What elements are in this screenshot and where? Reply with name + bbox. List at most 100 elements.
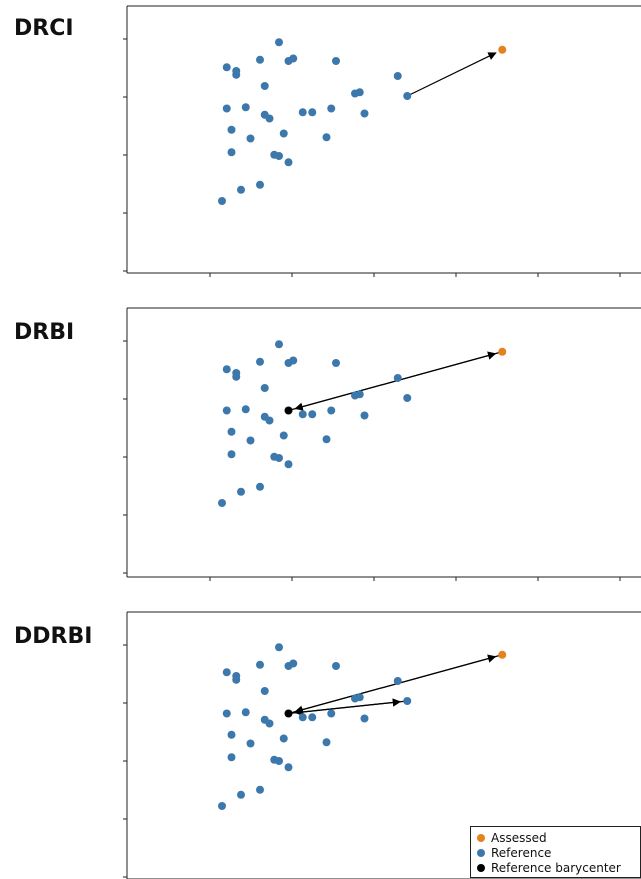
distance-arrow [294, 700, 408, 717]
legend-marker-reference [477, 849, 485, 857]
panel-title-drbi: DRBI [14, 320, 75, 345]
reference-point [275, 643, 283, 652]
reference-point [227, 125, 236, 134]
reference-point [241, 405, 250, 414]
reference-point [227, 148, 236, 157]
reference-point [403, 92, 412, 100]
reference-point [275, 340, 283, 349]
reference-point [237, 487, 245, 496]
reference-point [222, 104, 231, 113]
reference-point [265, 719, 274, 728]
legend-entry-barycenter: Reference barycenter [477, 861, 621, 875]
reference-point [279, 734, 288, 743]
reference-point [289, 659, 298, 668]
reference-point [289, 356, 298, 365]
reference-point [284, 158, 293, 167]
legend-label-reference: Reference [491, 846, 552, 860]
reference-point [298, 410, 307, 419]
reference-point [260, 384, 269, 392]
reference-point [270, 150, 279, 159]
reference-point [241, 103, 250, 112]
reference-point [289, 54, 298, 63]
reference-point [260, 687, 269, 695]
scatter-plot-ddrbi [123, 611, 641, 879]
reference-point [222, 709, 231, 718]
reference-point [322, 435, 331, 444]
reference-point [308, 410, 317, 419]
reference-point [256, 660, 264, 669]
reference-point [298, 713, 307, 722]
reference-point [351, 89, 359, 98]
reference-point [246, 134, 255, 143]
reference-point [284, 763, 293, 772]
legend-marker-barycenter [477, 864, 485, 872]
reference-point [308, 713, 317, 722]
reference-point [279, 129, 288, 138]
panel-title-ddrbi: DDRBI [14, 624, 93, 649]
reference-point [351, 694, 359, 703]
reference-point [232, 672, 241, 680]
distance-arrow [406, 52, 497, 97]
reference-point [351, 391, 359, 400]
reference-point [246, 739, 255, 748]
reference-point [360, 411, 369, 420]
reference-point [218, 197, 226, 205]
reference-point [222, 365, 231, 374]
legend-marker-assessed [477, 834, 485, 842]
reference-point [256, 357, 264, 366]
reference-point [246, 436, 255, 445]
panel-title-drci: DRCI [14, 16, 74, 41]
reference-point [256, 482, 264, 491]
reference-point [222, 406, 231, 415]
reference-point [403, 697, 412, 705]
reference-point [227, 450, 236, 459]
chart-legend: Assessed Reference Reference barycenter [470, 826, 641, 878]
reference-point [327, 709, 336, 718]
reference-point [265, 114, 274, 123]
reference-point [393, 374, 402, 382]
reference-point [237, 185, 245, 194]
scatter-plot-drbi [123, 307, 641, 581]
reference-point [279, 431, 288, 440]
reference-point [265, 416, 274, 425]
reference-point [260, 82, 269, 90]
reference-point [222, 668, 231, 677]
reference-point [308, 108, 317, 117]
reference-point [322, 738, 331, 747]
reference-point [327, 406, 336, 415]
legend-entry-reference: Reference [477, 846, 551, 860]
reference-point [270, 755, 279, 764]
reference-point [298, 108, 307, 117]
reference-point [256, 55, 264, 64]
legend-entry-assessed: Assessed [477, 831, 547, 845]
reference-point [284, 460, 293, 469]
reference-point [393, 72, 402, 80]
scatter-plot-drci [123, 5, 641, 277]
reference-point [322, 133, 331, 142]
reference-point [232, 369, 241, 377]
reference-point [237, 790, 245, 799]
reference-point [360, 714, 369, 723]
reference-point [360, 109, 369, 118]
legend-label-barycenter: Reference barycenter [491, 861, 621, 875]
reference-point [403, 394, 412, 402]
reference-barycenter-point [284, 406, 293, 415]
reference-point [270, 452, 279, 461]
reference-barycenter-point [284, 709, 293, 718]
reference-point [241, 708, 250, 717]
reference-point [227, 730, 236, 739]
reference-point [327, 104, 336, 113]
reference-point [332, 662, 340, 670]
assessed-point [498, 45, 507, 54]
reference-point [256, 785, 264, 794]
assessed-point [498, 650, 507, 659]
reference-point [218, 499, 226, 507]
reference-point [222, 63, 231, 72]
reference-point [227, 427, 236, 436]
reference-point [332, 57, 340, 65]
reference-point [332, 359, 340, 367]
reference-point [232, 67, 241, 75]
reference-point [256, 180, 264, 189]
legend-label-assessed: Assessed [491, 831, 547, 845]
reference-point [218, 802, 226, 810]
